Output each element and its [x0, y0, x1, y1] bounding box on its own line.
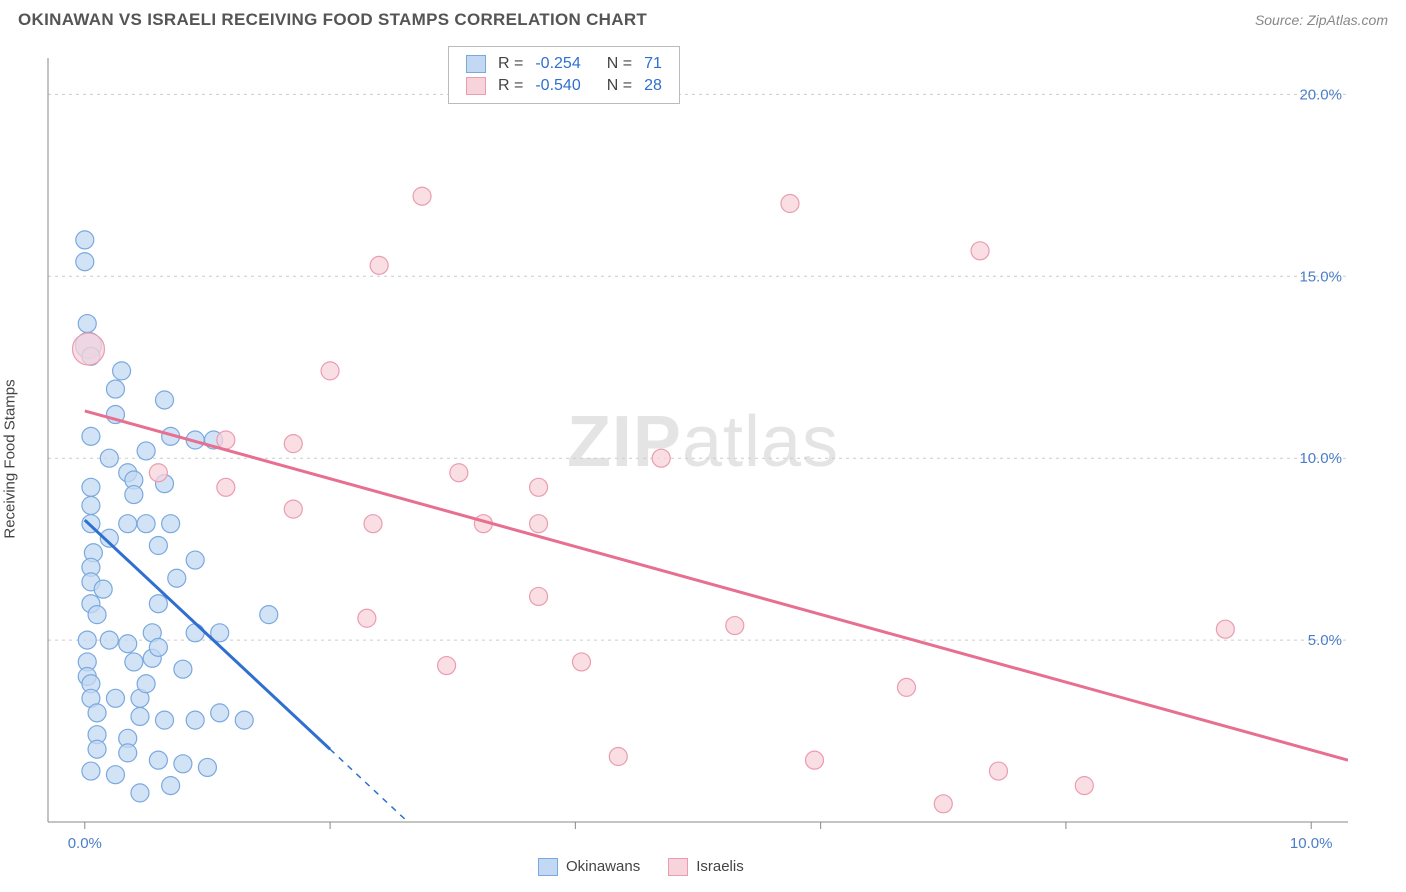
- n-value: 28: [639, 76, 667, 96]
- r-label: R =: [493, 76, 528, 96]
- legend-label: Okinawans: [566, 858, 640, 875]
- svg-text:10.0%: 10.0%: [1299, 450, 1342, 467]
- legend-item[interactable]: Okinawans: [538, 858, 640, 876]
- chart-title: OKINAWAN VS ISRAELI RECEIVING FOOD STAMP…: [18, 10, 647, 30]
- legend-swatch: [538, 858, 558, 876]
- scatter-chart: 5.0% 10.0% 15.0% 20.0% 0.0% 10.0%: [18, 44, 1388, 874]
- r-value: -0.540: [530, 76, 585, 96]
- source-attribution: Source: ZipAtlas.com: [1255, 12, 1388, 28]
- r-value: -0.254: [530, 54, 585, 74]
- n-value: 71: [639, 54, 667, 74]
- chart-container: Receiving Food Stamps ZIPatlas 5.0%10.0%…: [18, 44, 1388, 874]
- y-axis-label: Receiving Food Stamps: [2, 379, 19, 538]
- svg-text:5.0%: 5.0%: [1308, 632, 1342, 649]
- legend-item[interactable]: Israelis: [668, 858, 744, 876]
- legend-swatch: [466, 55, 486, 73]
- svg-text:20.0%: 20.0%: [1299, 86, 1342, 103]
- svg-text:0.0%: 0.0%: [68, 835, 102, 852]
- source-label: Source:: [1255, 12, 1303, 28]
- series-legend: Okinawans Israelis: [538, 858, 744, 876]
- legend-label: Israelis: [696, 858, 744, 875]
- svg-text:15.0%: 15.0%: [1299, 268, 1342, 285]
- source-name[interactable]: ZipAtlas.com: [1307, 12, 1388, 28]
- n-label: N =: [602, 76, 637, 96]
- stats-legend: R = -0.254 N = 71 R = -0.540 N = 28: [448, 46, 680, 104]
- legend-swatch: [668, 858, 688, 876]
- legend-swatch: [466, 77, 486, 95]
- n-label: N =: [602, 54, 637, 74]
- r-label: R =: [493, 54, 528, 74]
- svg-text:10.0%: 10.0%: [1290, 835, 1333, 852]
